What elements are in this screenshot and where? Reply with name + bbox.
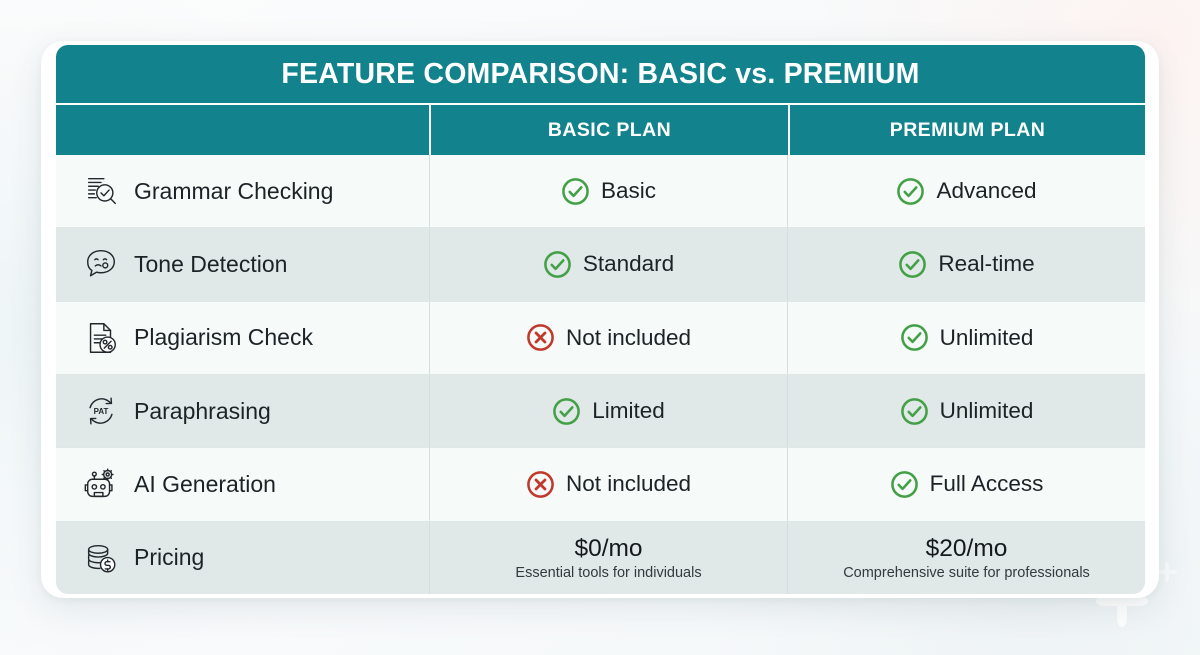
speech-bubble-face-icon: [86, 250, 116, 277]
feature-label: AI Generation: [134, 470, 276, 497]
value-with-status: Unlimited: [900, 323, 1034, 352]
cell-feature-tone-detection: Tone Detection: [56, 228, 429, 300]
value-with-status: Advanced: [896, 177, 1037, 206]
table-row: PAT Paraphrasing Limited Unlimited: [56, 374, 1145, 449]
price-note: Comprehensive suite for professionals: [843, 564, 1090, 581]
table-body: Grammar Checking Basic Advanced: [56, 155, 1145, 594]
cell-premium-price: $20/mo Comprehensive suite for professio…: [787, 521, 1145, 594]
comparison-card: FEATURE COMPARISON: BASIC vs. PREMIUM BA…: [41, 41, 1159, 598]
cell-basic-price: $0/mo Essential tools for individuals: [429, 521, 787, 594]
table-row: AI Generation Not included Full Access: [56, 448, 1145, 522]
refresh-loop-pat-icon: PAT: [89, 397, 113, 425]
column-header-feature: [56, 105, 429, 155]
value-with-status: Basic: [561, 177, 656, 206]
sparkle-small-decoration-icon: [1157, 562, 1177, 582]
svg-text:PAT: PAT: [94, 407, 109, 416]
column-header-basic-plan: BASIC PLAN: [429, 105, 788, 155]
cell-premium-value: Unlimited: [787, 374, 1145, 448]
cell-basic-value: Standard: [429, 228, 787, 301]
check-circle-icon: [897, 177, 925, 205]
value-text: Not included: [565, 471, 692, 497]
document-magnifier-check-icon: [87, 178, 116, 205]
cell-premium-value: Advanced: [787, 155, 1145, 228]
robot-gear-icon: [84, 468, 114, 498]
check-circle-icon: [890, 471, 918, 498]
cell-basic-value: Not included: [429, 301, 787, 374]
cell-feature-grammar-checking: Grammar Checking: [56, 155, 429, 227]
page-title: FEATURE COMPARISON: BASIC vs. PREMIUM: [281, 57, 920, 90]
table-row: Tone Detection Standard Real-time: [56, 228, 1145, 302]
cell-feature-paraphrasing: PAT Paraphrasing: [56, 375, 429, 447]
coins-dollar-icon: [87, 544, 116, 573]
value-text: Not included: [565, 324, 692, 350]
price-amount: $0/mo: [574, 534, 643, 562]
cross-circle-icon: [527, 471, 554, 498]
value-text: Limited: [592, 398, 665, 424]
cell-feature-ai-generation: AI Generation: [56, 448, 429, 520]
value-text: Standard: [582, 251, 675, 277]
feature-comparison-table: FEATURE COMPARISON: BASIC vs. PREMIUM BA…: [56, 45, 1145, 594]
check-circle-icon: [553, 397, 581, 425]
check-circle-icon: [900, 397, 928, 425]
cell-feature-pricing: Pricing: [56, 522, 429, 594]
value-with-status: Full Access: [890, 470, 1044, 499]
price-block: $0/mo Essential tools for individuals: [515, 535, 701, 581]
cell-premium-value: Full Access: [787, 448, 1145, 521]
cell-basic-value: Basic: [429, 155, 787, 228]
document-percent-icon: [89, 322, 116, 353]
cell-premium-value: Real-time: [787, 228, 1145, 301]
check-circle-icon: [900, 324, 928, 352]
cross-circle-icon: [527, 324, 554, 352]
value-with-status: Limited: [552, 397, 665, 426]
check-circle-icon: [543, 251, 571, 278]
cell-basic-value: Not included: [429, 448, 787, 521]
value-with-status: Real-time: [898, 250, 1035, 279]
value-text: Real-time: [938, 251, 1035, 277]
value-text: Unlimited: [939, 324, 1034, 350]
column-header-premium-plan: PREMIUM PLAN: [788, 105, 1145, 155]
value-with-status: Not included: [526, 470, 691, 499]
check-circle-icon: [562, 177, 589, 205]
table-row: Plagiarism Check Not included Unlimited: [56, 301, 1145, 375]
feature-label: Paraphrasing: [134, 397, 271, 424]
table-title-bar: FEATURE COMPARISON: BASIC vs. PREMIUM: [56, 45, 1145, 103]
table-row: Pricing $0/mo Essential tools for indivi…: [56, 521, 1145, 594]
feature-label: Tone Detection: [134, 250, 288, 277]
value-text: Full Access: [929, 471, 1044, 497]
feature-label: Pricing: [134, 544, 205, 571]
value-with-status: Unlimited: [900, 397, 1034, 426]
check-circle-icon: [899, 251, 927, 278]
feature-label: Grammar Checking: [134, 177, 334, 204]
value-text: Unlimited: [939, 398, 1034, 424]
table-column-header-row: BASIC PLAN PREMIUM PLAN: [56, 103, 1145, 155]
cell-feature-plagiarism-check: Plagiarism Check: [56, 302, 429, 374]
value-with-status: Not included: [526, 323, 691, 352]
cell-basic-value: Limited: [429, 374, 787, 448]
feature-label: Plagiarism Check: [134, 324, 313, 351]
price-amount: $20/mo: [925, 534, 1008, 562]
value-text: Basic: [600, 178, 657, 204]
value-with-status: Standard: [543, 250, 674, 279]
price-block: $20/mo Comprehensive suite for professio…: [843, 535, 1090, 581]
price-note: Essential tools for individuals: [515, 564, 702, 581]
table-row: Grammar Checking Basic Advanced: [56, 155, 1145, 229]
cell-premium-value: Unlimited: [787, 301, 1145, 374]
value-text: Advanced: [936, 178, 1037, 204]
